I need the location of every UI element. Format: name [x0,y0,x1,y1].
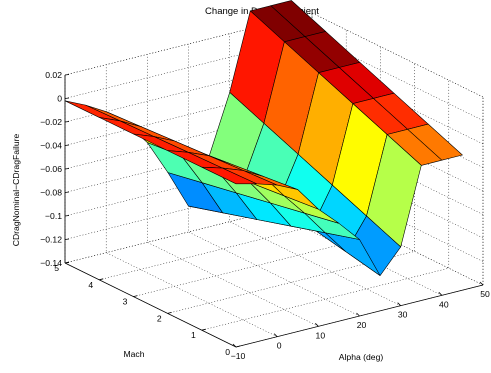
surface-patch [201,166,257,185]
x-tick [479,281,484,286]
y-tick-label: 5 [54,263,59,273]
y-tick-label: 4 [88,280,93,290]
x-tick-label: 10 [316,330,326,340]
z-tick-label: −0.02 [40,117,62,127]
grid-line [64,75,237,348]
y-tick-label: 2 [157,313,162,323]
x-axis-label: Alpha (deg) [339,352,384,362]
grid-line [133,46,381,297]
grid-line [201,80,450,331]
surface-plot [64,0,464,277]
grid-line [188,44,360,317]
y-axis-line [64,262,237,348]
z-tick [64,238,70,240]
x-tick-label: 0 [277,341,282,351]
grid-line [64,13,313,264]
z-axis-label: CDragNominal−CDragFailure [11,134,21,247]
grid-line [147,54,319,327]
y-tick [64,261,70,264]
z-tick-label: −0.08 [40,188,62,198]
grid-line [64,130,484,215]
z-tick [64,74,70,76]
x-tick-label: 30 [398,310,408,320]
y-tick-label: 3 [123,297,128,307]
z-tick-label: −0.1 [45,211,62,221]
x-tick-label: 20 [357,320,367,330]
z-tick-label: −0.04 [40,141,62,151]
x-tick [397,302,401,306]
x-tick [232,343,237,348]
y-tick [99,278,104,281]
grid-line [99,29,347,281]
y-axis-label: Mach [123,349,144,359]
z-tick-label: 0 [57,94,62,104]
y-tick [167,312,172,314]
x-tick [315,323,319,327]
x-tick-label: −10 [231,351,246,361]
z-tick-label: 0.02 [45,70,62,80]
x-tick-label: 40 [439,299,449,309]
z-tick-label: −0.12 [40,235,62,245]
y-tick-label: 0 [225,347,230,357]
z-tick [64,168,70,170]
z-tick-label: −0.14 [40,258,62,268]
axis-ticks: −0.14 −0.12 −0.1 −0.08 −0.06 −0.04 −0.02 0 0.02 0… [40,70,490,361]
x-tick [438,292,443,296]
z-tick [64,97,70,99]
grid-line [105,64,278,337]
y-tick [235,345,241,348]
z-tick [64,191,70,193]
y-tick-label: 1 [191,330,196,340]
x-tick-label: 50 [480,289,490,299]
surface-patch [64,100,120,122]
z-tick-label: −0.06 [40,164,62,174]
y-tick [133,295,138,297]
x-tick [273,333,278,337]
z-tick [64,121,70,123]
grid-line [64,59,484,145]
y-tick [201,328,206,331]
x-tick [356,312,360,317]
grid-line [167,63,415,314]
z-tick [64,215,70,217]
z-tick [64,144,70,146]
